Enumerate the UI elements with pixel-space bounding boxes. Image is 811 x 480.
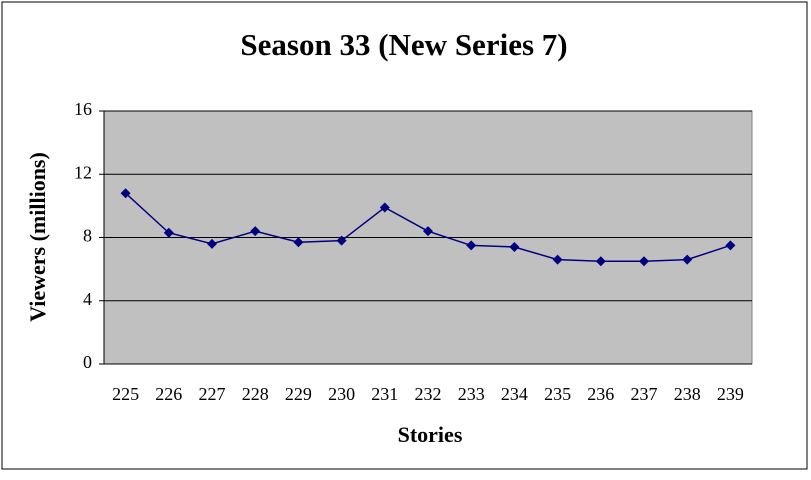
x-tick-label: 230 xyxy=(328,384,355,404)
y-tick-label: 8 xyxy=(83,226,92,246)
x-tick-label: 236 xyxy=(587,384,614,404)
x-tick-label: 226 xyxy=(155,384,182,404)
x-tick-label: 229 xyxy=(285,384,312,404)
data-point xyxy=(293,237,304,248)
data-point xyxy=(682,254,693,265)
chart-title: Season 33 (New Series 7) xyxy=(240,27,567,62)
data-point xyxy=(163,227,174,238)
x-tick-label: 225 xyxy=(112,384,139,404)
data-point xyxy=(250,226,261,237)
data-point xyxy=(552,254,563,265)
y-tick-label: 12 xyxy=(74,162,92,182)
data-point xyxy=(466,240,477,251)
data-point xyxy=(379,202,390,213)
x-axis-title: Stories xyxy=(398,422,463,447)
data-point xyxy=(207,238,217,249)
x-tick-label: 232 xyxy=(415,384,442,404)
x-tick-label: 234 xyxy=(501,384,528,404)
x-tick-label: 233 xyxy=(458,384,485,404)
data-point xyxy=(725,240,736,251)
x-tick-label: 227 xyxy=(199,384,226,404)
x-tick-label: 235 xyxy=(544,384,571,404)
x-tick-label: 231 xyxy=(371,384,398,404)
x-tick-label: 228 xyxy=(242,384,269,404)
data-point xyxy=(595,256,606,267)
x-tick-label: 239 xyxy=(717,384,744,404)
data-point xyxy=(120,188,131,199)
data-point xyxy=(639,256,649,267)
data-point xyxy=(336,235,347,246)
y-axis-title: Viewers (millions) xyxy=(25,152,50,322)
data-point xyxy=(509,241,520,252)
x-tick-label: 238 xyxy=(674,384,701,404)
data-point xyxy=(423,226,433,237)
y-tick-label: 4 xyxy=(83,289,92,309)
x-tick-label: 237 xyxy=(631,384,658,404)
y-tick-label: 0 xyxy=(83,352,92,372)
y-tick-label: 16 xyxy=(74,99,92,119)
